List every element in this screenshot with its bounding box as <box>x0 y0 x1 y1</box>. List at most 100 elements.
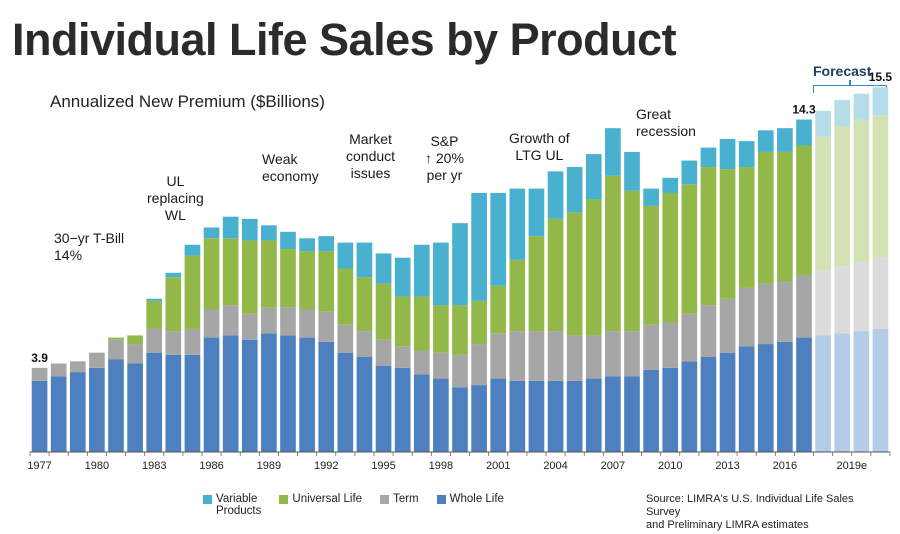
bar-variable-products-2015 <box>757 130 774 152</box>
bar-whole-life-2004 <box>547 380 564 452</box>
bar-variable-products-1992 <box>318 236 335 252</box>
forecast-label: Forecast <box>813 63 872 79</box>
bar-variable-products-1989 <box>261 225 277 241</box>
bar-whole-life-1993 <box>337 352 354 452</box>
bar-universal-life-2021 <box>872 115 889 258</box>
bar-universal-life-1989 <box>261 240 277 308</box>
legend-item-variable: Variable Products <box>203 493 261 517</box>
bar-whole-life-2020 <box>853 331 870 452</box>
x-tick-label-1980: 1980 <box>85 460 109 472</box>
bar-variable-products-1994 <box>356 242 373 278</box>
bar-variable-products-2008 <box>624 151 640 191</box>
data-label-1977: 3.9 <box>31 351 48 365</box>
source-note: Source: LIMRA's U.S. Individual Life Sal… <box>646 493 854 531</box>
bar-variable-products-2019 <box>834 100 851 127</box>
bar-variable-products-1991 <box>299 238 315 252</box>
bar-term-2011 <box>681 313 698 362</box>
bar-whole-life-1996 <box>394 367 411 452</box>
annotation-sp: S&P ↑ 20% per yr <box>425 133 464 183</box>
bar-term-2021 <box>872 257 889 329</box>
bar-term-2009 <box>643 324 659 370</box>
bar-variable-products-2009 <box>643 188 659 206</box>
x-tick-label-1986: 1986 <box>199 460 223 472</box>
bar-term-2005 <box>566 335 583 381</box>
bar-whole-life-2001 <box>490 378 507 452</box>
bar-universal-life-2019 <box>834 126 851 267</box>
bar-term-1979 <box>69 361 86 373</box>
bar-term-2001 <box>490 333 507 379</box>
bar-universal-life-1995 <box>375 283 392 340</box>
bar-term-1989 <box>261 307 277 334</box>
bar-variable-products-2013 <box>719 138 736 170</box>
x-tick-label-2013: 2013 <box>715 460 739 472</box>
x-tick-label-2016: 2016 <box>773 460 797 472</box>
data-label-2017: 14.3 <box>792 103 816 117</box>
bar-universal-life-1991 <box>299 251 315 310</box>
bar-universal-life-2018 <box>815 136 831 271</box>
bar-variable-products-1988 <box>241 218 258 241</box>
bar-term-1982 <box>127 344 143 364</box>
legend-swatch-variable <box>203 495 212 504</box>
bar-universal-life-1996 <box>394 296 411 347</box>
bar-variable-products-1997 <box>413 244 430 297</box>
bar-variable-products-2021 <box>872 87 889 116</box>
bar-variable-products-1998 <box>433 242 449 306</box>
bar-whole-life-1995 <box>375 365 392 452</box>
bar-term-1994 <box>356 331 373 358</box>
legend-swatch-term <box>380 495 390 504</box>
bar-whole-life-1990 <box>280 335 296 452</box>
bar-whole-life-1987 <box>222 335 239 452</box>
bar-whole-life-2010 <box>662 367 679 452</box>
bar-whole-life-2013 <box>719 352 736 452</box>
bar-universal-life-2002 <box>509 259 526 332</box>
bar-variable-products-2017 <box>796 119 812 146</box>
bar-whole-life-2012 <box>700 357 717 452</box>
bar-term-1997 <box>413 350 430 375</box>
bar-variable-products-2001 <box>490 192 507 286</box>
bar-whole-life-2014 <box>738 346 755 452</box>
bar-universal-life-1997 <box>413 296 430 351</box>
bar-universal-life-1992 <box>318 251 335 312</box>
bar-universal-life-1985 <box>184 255 201 329</box>
bar-whole-life-1981 <box>108 359 124 452</box>
bar-whole-life-1991 <box>299 337 315 452</box>
bar-term-2018 <box>815 270 831 336</box>
bar-universal-life-2005 <box>566 212 583 336</box>
bar-whole-life-2007 <box>605 376 621 452</box>
bar-universal-life-1994 <box>356 277 373 332</box>
bar-universal-life-1983 <box>146 300 163 329</box>
bar-term-2015 <box>757 283 774 345</box>
bar-term-2003 <box>528 331 545 381</box>
bar-term-1977 <box>31 367 48 381</box>
bar-term-2006 <box>585 335 602 379</box>
bar-whole-life-1977 <box>31 380 48 452</box>
x-tick-label-1995: 1995 <box>371 460 395 472</box>
bar-term-1985 <box>184 328 201 355</box>
bar-variable-products-2000 <box>471 192 487 301</box>
bar-term-1991 <box>299 309 315 338</box>
bar-universal-life-2001 <box>490 285 507 334</box>
bar-variable-products-2006 <box>585 154 602 200</box>
bar-term-1983 <box>146 328 163 353</box>
bar-universal-life-1988 <box>241 240 258 314</box>
bar-variable-products-2003 <box>528 188 545 237</box>
bar-whole-life-2017 <box>796 337 812 452</box>
bar-variable-products-1993 <box>337 242 354 269</box>
bar-universal-life-2003 <box>528 236 545 332</box>
bar-variable-products-2007 <box>605 128 621 176</box>
bar-term-1996 <box>394 346 411 368</box>
bar-whole-life-1984 <box>165 354 182 452</box>
bar-universal-life-2007 <box>605 175 621 332</box>
annotation-weak-economy: Weak economy <box>262 151 319 184</box>
bar-whole-life-2019 <box>834 333 851 452</box>
bar-term-2000 <box>471 344 487 386</box>
x-tick-label-1989: 1989 <box>257 460 281 472</box>
annotation-ul-replacing: UL replacing WL <box>147 173 204 223</box>
legend-swatch-whole <box>436 495 446 504</box>
bar-variable-products-1985 <box>184 244 201 256</box>
bar-whole-life-1986 <box>203 337 220 452</box>
bar-variable-products-2020 <box>853 93 870 120</box>
bar-whole-life-2000 <box>471 385 487 452</box>
bar-whole-life-1999 <box>452 387 468 452</box>
